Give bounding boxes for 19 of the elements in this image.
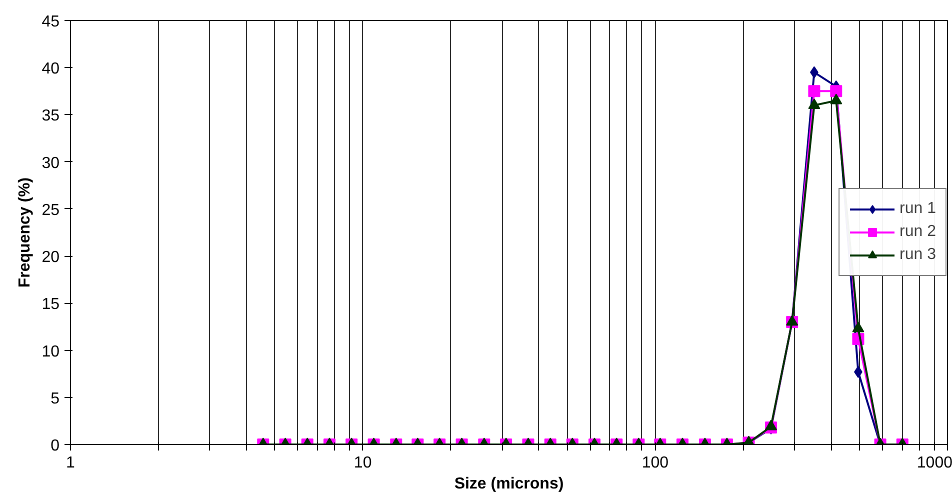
x-tick-label: 10 xyxy=(354,454,372,472)
y-tick-label: 40 xyxy=(42,60,60,78)
x-tick-label: 1 xyxy=(66,454,76,472)
y-tick-label: 20 xyxy=(42,249,60,266)
legend-label: run 3 xyxy=(900,246,936,264)
x-axis-title: Size (microns) xyxy=(454,476,564,492)
y-tick-label: 10 xyxy=(42,343,60,360)
y-tick-label: 30 xyxy=(42,154,60,172)
y-tick-label: 5 xyxy=(50,390,60,408)
legend-label: run 1 xyxy=(900,200,936,218)
x-tick-label: 1000 xyxy=(916,454,952,472)
y-tick-label: 45 xyxy=(42,14,60,30)
y-tick-label: 25 xyxy=(42,202,60,219)
y-axis-title: Frequency (%) xyxy=(16,177,34,288)
legend-label: run 2 xyxy=(900,223,936,241)
x-tick-label: 100 xyxy=(642,454,669,472)
y-tick-label: 0 xyxy=(50,438,60,454)
y-tick-label: 35 xyxy=(42,108,60,125)
y-tick-label: 15 xyxy=(42,296,60,314)
